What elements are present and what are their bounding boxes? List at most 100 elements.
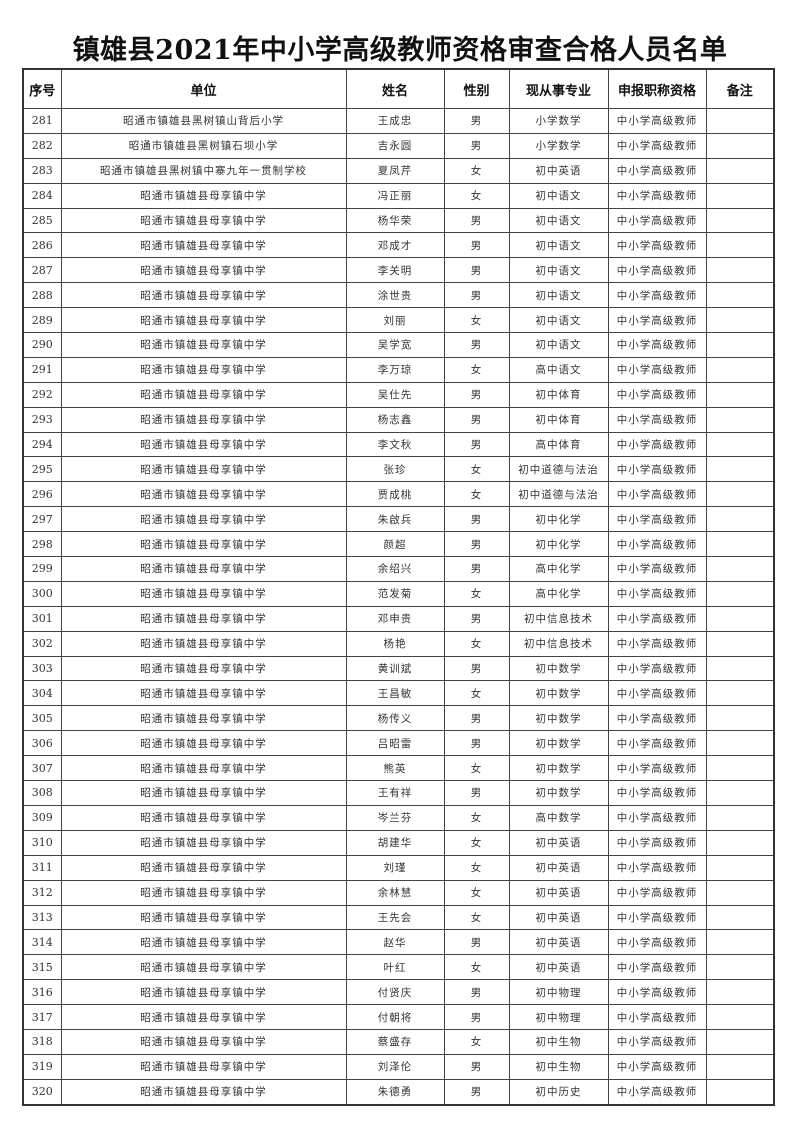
table-row: 289 昭通市镇雄县母享镇中学 刘丽女初中语文 中小学高级教师 <box>22 307 775 334</box>
cell-gender: 男 <box>443 506 510 533</box>
cell-note <box>705 282 775 309</box>
table-row: 319 昭通市镇雄县母享镇中学 刘泽伦男初中生物 中小学高级教师 <box>22 1053 775 1080</box>
cell-major: 小学数学 <box>508 108 609 134</box>
cell-index: 301 <box>22 605 62 632</box>
cell-index: 296 <box>22 481 62 508</box>
cell-gender: 男 <box>443 979 510 1006</box>
cell-gender: 男 <box>443 556 510 582</box>
cell-note <box>705 1028 775 1055</box>
cell-gender: 女 <box>443 804 510 831</box>
cell-major: 初中语文 <box>508 182 609 209</box>
cell-unit: 昭通市镇雄县母享镇中学 <box>60 332 347 358</box>
cell-major: 初中语文 <box>508 282 609 309</box>
cell-note <box>705 132 775 159</box>
cell-note <box>705 780 775 806</box>
cell-name: 涂世贵 <box>345 282 445 309</box>
cell-note <box>705 854 775 881</box>
table-header-row: 序号 单位 姓名 性别 现从事专业 申报职称资格 备注 <box>22 68 775 109</box>
cell-name: 熊英 <box>345 755 445 782</box>
table-row: 300 昭通市镇雄县母享镇中学 范发菊女高中化学 中小学高级教师 <box>22 580 775 607</box>
table-row: 307 昭通市镇雄县母享镇中学 熊英女初中数学 中小学高级教师 <box>22 755 775 782</box>
table-row: 306 昭通市镇雄县母享镇中学 吕昭雷男初中数学 中小学高级教师 <box>22 730 775 757</box>
cell-unit: 昭通市镇雄县母享镇中学 <box>60 282 347 309</box>
cell-major: 高中体育 <box>508 431 609 458</box>
cell-index: 285 <box>22 207 62 234</box>
table-row: 295 昭通市镇雄县母享镇中学 张珍女初中道德与法治 中小学高级教师 <box>22 456 775 483</box>
table-row: 294 昭通市镇雄县母享镇中学 李文秋男高中体育 中小学高级教师 <box>22 431 775 458</box>
cell-gender: 女 <box>443 854 510 881</box>
table-row: 317 昭通市镇雄县母享镇中学 付朝将男初中物理 中小学高级教师 <box>22 1004 775 1030</box>
cell-gender: 女 <box>443 307 510 334</box>
cell-note <box>705 904 775 931</box>
cell-note <box>705 431 775 458</box>
table-row: 314 昭通市镇雄县母享镇中学 赵华男初中英语 中小学高级教师 <box>22 929 775 956</box>
cell-gender: 女 <box>443 456 510 483</box>
table-row: 284 昭通市镇雄县母享镇中学 冯正丽女初中语文 中小学高级教师 <box>22 182 775 209</box>
cell-title: 中小学高级教师 <box>607 481 707 508</box>
cell-title: 中小学高级教师 <box>607 431 707 458</box>
cell-major: 初中数学 <box>508 655 609 682</box>
cell-note <box>705 1053 775 1080</box>
table-row: 281 昭通市镇雄县黑树镇山背后小学 王成忠男小学数学 中小学高级教师 <box>22 108 775 134</box>
cell-note <box>705 1078 775 1106</box>
cell-unit: 昭通市镇雄县母享镇中学 <box>60 755 347 782</box>
cell-index: 282 <box>22 132 62 159</box>
cell-note <box>705 108 775 134</box>
table-row: 315 昭通市镇雄县母享镇中学 叶红女初中英语 中小学高级教师 <box>22 954 775 981</box>
cell-unit: 昭通市镇雄县母享镇中学 <box>60 307 347 334</box>
cell-index: 305 <box>22 705 62 732</box>
cell-unit: 昭通市镇雄县母享镇中学 <box>60 730 347 757</box>
cell-gender: 男 <box>443 655 510 682</box>
cell-gender: 女 <box>443 680 510 707</box>
header-major: 现从事专业 <box>508 68 609 109</box>
cell-name: 杨传义 <box>345 705 445 732</box>
cell-major: 高中化学 <box>508 556 609 582</box>
cell-major: 初中语文 <box>508 232 609 259</box>
cell-major: 初中道德与法治 <box>508 456 609 483</box>
cell-unit: 昭通市镇雄县母享镇中学 <box>60 605 347 632</box>
table-row: 287 昭通市镇雄县母享镇中学 李关明男初中语文 中小学高级教师 <box>22 257 775 284</box>
cell-index: 319 <box>22 1053 62 1080</box>
cell-note <box>705 929 775 956</box>
cell-index: 302 <box>22 630 62 657</box>
cell-unit: 昭通市镇雄县母享镇中学 <box>60 1028 347 1055</box>
cell-title: 中小学高级教师 <box>607 207 707 234</box>
cell-index: 315 <box>22 954 62 981</box>
cell-unit: 昭通市镇雄县母享镇中学 <box>60 705 347 732</box>
cell-title: 中小学高级教师 <box>607 506 707 533</box>
cell-note <box>705 954 775 981</box>
cell-major: 初中信息技术 <box>508 605 609 632</box>
cell-gender: 女 <box>443 157 510 184</box>
cell-name: 朱德勇 <box>345 1078 445 1106</box>
cell-index: 293 <box>22 406 62 433</box>
cell-major: 初中物理 <box>508 1004 609 1030</box>
cell-unit: 昭通市镇雄县母享镇中学 <box>60 406 347 433</box>
cell-unit: 昭通市镇雄县母享镇中学 <box>60 655 347 682</box>
cell-major: 初中英语 <box>508 954 609 981</box>
cell-note <box>705 157 775 184</box>
cell-title: 中小学高级教师 <box>607 108 707 134</box>
header-unit: 单位 <box>60 68 347 109</box>
cell-major: 初中数学 <box>508 730 609 757</box>
cell-name: 刘瑾 <box>345 854 445 881</box>
cell-unit: 昭通市镇雄县母享镇中学 <box>60 804 347 831</box>
header-index: 序号 <box>22 68 62 109</box>
cell-gender: 女 <box>443 1028 510 1055</box>
cell-title: 中小学高级教师 <box>607 406 707 433</box>
cell-note <box>705 356 775 383</box>
cell-name: 吕昭雷 <box>345 730 445 757</box>
cell-name: 颜超 <box>345 531 445 558</box>
cell-title: 中小学高级教师 <box>607 680 707 707</box>
cell-title: 中小学高级教师 <box>607 556 707 582</box>
cell-name: 冯正丽 <box>345 182 445 209</box>
cell-index: 299 <box>22 556 62 582</box>
cell-major: 初中生物 <box>508 1028 609 1055</box>
cell-unit: 昭通市镇雄县母享镇中学 <box>60 829 347 856</box>
cell-gender: 男 <box>443 257 510 284</box>
cell-unit: 昭通市镇雄县母享镇中学 <box>60 979 347 1006</box>
cell-unit: 昭通市镇雄县母享镇中学 <box>60 1004 347 1030</box>
table-row: 305 昭通市镇雄县母享镇中学 杨传义男初中数学 中小学高级教师 <box>22 705 775 732</box>
cell-gender: 男 <box>443 531 510 558</box>
cell-gender: 男 <box>443 406 510 433</box>
cell-name: 蔡盛存 <box>345 1028 445 1055</box>
